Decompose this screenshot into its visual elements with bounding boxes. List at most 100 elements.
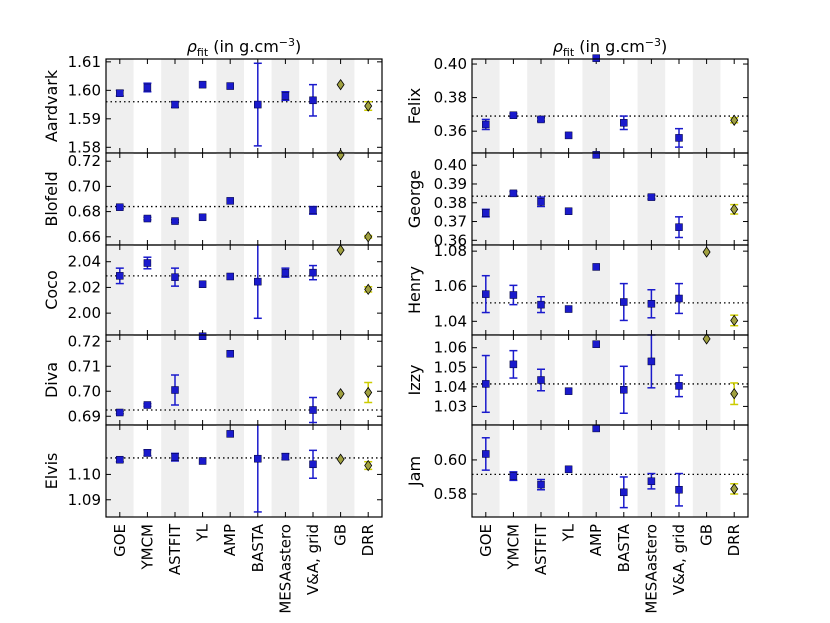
data-point-square <box>482 380 490 388</box>
data-point-square <box>564 387 573 395</box>
y-tick-label: 1.59 <box>68 110 101 128</box>
panel-diva: 0.69 0.70 0.71 0.72 Diva <box>42 332 383 426</box>
shaded-band <box>271 425 300 517</box>
data-point-square <box>281 92 290 100</box>
data-point-square <box>116 408 124 417</box>
y-tick-label: 1.03 <box>434 397 467 415</box>
data-point-square <box>509 111 518 119</box>
y-tick-label: 0.38 <box>434 89 467 107</box>
shaded-band <box>216 425 244 517</box>
panel-felix: 0.36 0.38 0.40 Felix <box>405 54 749 154</box>
panel-label: Aardvark <box>42 69 61 142</box>
shaded-band <box>582 425 610 517</box>
data-point-diamond <box>730 483 739 495</box>
data-point-square <box>647 477 656 485</box>
data-point-square <box>537 300 545 309</box>
data-point-square <box>675 134 683 142</box>
y-tick-label: 0.72 <box>68 332 101 350</box>
shaded-band <box>326 59 355 153</box>
data-point-square <box>620 386 628 394</box>
y-tick-label: 1.06 <box>434 339 467 357</box>
x-category-label: GB <box>698 524 716 546</box>
shaded-band <box>326 425 355 517</box>
y-tick-label: 1.09 <box>68 491 101 509</box>
shaded-band <box>582 153 610 245</box>
data-point-square <box>509 291 518 299</box>
data-point-square <box>116 89 124 97</box>
panel-label: Coco <box>42 270 61 310</box>
shaded-band <box>271 59 300 153</box>
y-tick-label: 1.10 <box>68 465 101 483</box>
x-category-label: ASTFIT <box>166 523 184 575</box>
x-category-label: DRR <box>725 524 743 556</box>
y-tick-label: 0.68 <box>68 203 101 221</box>
shaded-band <box>582 59 610 153</box>
data-point-square <box>647 300 656 308</box>
y-tick-label: 0.36 <box>434 231 467 249</box>
shaded-band <box>326 335 355 425</box>
shaded-band <box>106 59 134 153</box>
data-point-square <box>171 386 179 394</box>
data-point-square <box>509 189 518 198</box>
data-point-square <box>564 305 573 313</box>
shaded-band <box>472 59 500 153</box>
data-point-square <box>647 193 656 201</box>
x-category-label: YL <box>560 523 578 542</box>
chart-title: ρfit (in g.cm−3) <box>553 36 668 59</box>
y-tick-label: 1.58 <box>68 138 101 156</box>
y-tick-label: 0.36 <box>434 122 467 140</box>
data-point-square <box>143 259 152 267</box>
y-tick-label: 2.02 <box>68 278 101 296</box>
shaded-band <box>106 245 134 335</box>
shaded-band <box>692 245 721 335</box>
data-point-diamond <box>364 386 373 399</box>
shaded-band <box>527 245 555 335</box>
shaded-band <box>216 335 244 425</box>
x-category-label: YMCM <box>504 524 522 571</box>
y-tick-label: 1.04 <box>434 378 467 396</box>
data-point-square <box>675 382 683 390</box>
y-tick-label: 0.40 <box>434 156 467 174</box>
data-point-diamond <box>730 387 739 400</box>
panel-aardvark: 1.58 1.59 1.60 1.61 Aardvark <box>42 53 383 156</box>
data-point-square <box>482 290 490 298</box>
y-tick-label: 1.05 <box>434 358 467 376</box>
shaded-band <box>637 59 666 153</box>
shaded-band <box>216 59 244 153</box>
data-point-square <box>226 82 234 90</box>
data-point-square <box>309 406 317 414</box>
y-tick-label: 2.00 <box>68 304 101 322</box>
data-point-square <box>647 357 656 366</box>
data-point-square <box>592 54 600 62</box>
data-point-diamond <box>364 231 373 243</box>
panel-label: Izzy <box>405 365 424 396</box>
x-category-label: BASTA <box>615 523 633 572</box>
panel-label: Jam <box>405 456 424 487</box>
data-point-square <box>537 115 545 124</box>
data-point-square <box>226 272 234 281</box>
data-point-square <box>482 120 490 129</box>
y-tick-label: 0.70 <box>68 177 101 195</box>
data-point-square <box>592 151 600 159</box>
shaded-band <box>527 59 555 153</box>
data-point-square <box>537 376 545 384</box>
y-tick-label: 0.70 <box>68 382 101 400</box>
data-point-square <box>675 485 683 494</box>
data-point-square <box>116 272 124 280</box>
data-point-square <box>564 207 573 215</box>
shaded-band <box>326 153 355 245</box>
y-tick-label: 0.38 <box>434 194 467 212</box>
data-point-square <box>592 340 600 348</box>
y-tick-label: 0.72 <box>68 152 101 170</box>
data-point-diamond <box>730 114 739 126</box>
data-point-diamond <box>336 388 345 400</box>
data-point-square <box>281 452 290 461</box>
data-point-square <box>309 206 317 215</box>
data-point-square <box>309 96 317 105</box>
x-category-label: ASTFIT <box>532 523 550 575</box>
shaded-band <box>472 153 500 245</box>
shaded-band <box>271 335 300 425</box>
data-point-diamond <box>702 246 711 258</box>
data-point-diamond <box>364 459 373 472</box>
panel-frame <box>105 424 383 518</box>
